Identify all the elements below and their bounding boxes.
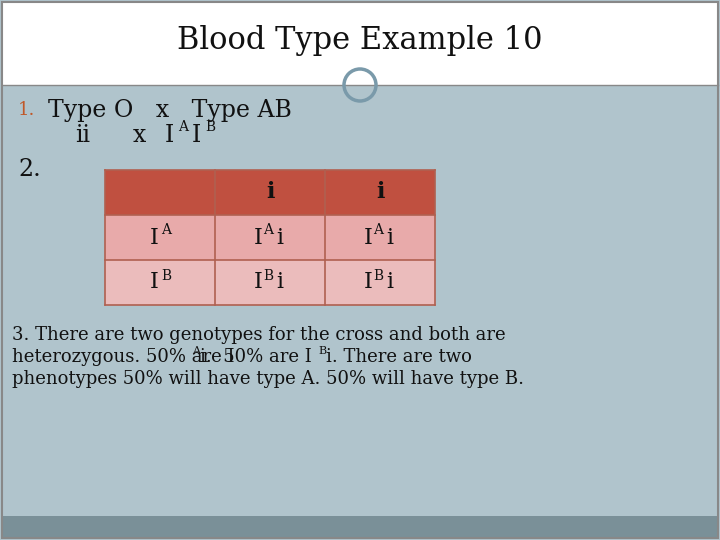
- Text: 1.: 1.: [18, 101, 35, 119]
- Text: A: A: [263, 224, 273, 238]
- Text: B: B: [373, 268, 383, 282]
- FancyBboxPatch shape: [105, 215, 435, 260]
- Text: i. There are two: i. There are two: [326, 348, 472, 366]
- Text: x: x: [133, 124, 146, 146]
- Text: I: I: [364, 272, 372, 294]
- Text: i: i: [266, 181, 274, 204]
- Text: I: I: [253, 226, 262, 248]
- Text: I: I: [253, 272, 262, 294]
- Text: 3. There are two genotypes for the cross and both are: 3. There are two genotypes for the cross…: [12, 326, 505, 344]
- Text: i.  50% are I: i. 50% are I: [200, 348, 312, 366]
- Text: I: I: [192, 124, 202, 146]
- FancyBboxPatch shape: [2, 516, 718, 538]
- Text: Blood Type Example 10: Blood Type Example 10: [177, 25, 543, 56]
- Text: A: A: [161, 224, 171, 238]
- Text: I: I: [150, 272, 158, 294]
- Text: i: i: [376, 181, 384, 204]
- Text: ii: ii: [75, 124, 90, 146]
- Text: B: B: [161, 268, 171, 282]
- Text: B: B: [263, 268, 273, 282]
- Text: I: I: [165, 124, 174, 146]
- Text: A: A: [178, 120, 188, 134]
- FancyBboxPatch shape: [105, 170, 435, 215]
- Text: i: i: [387, 226, 394, 248]
- Text: I: I: [364, 226, 372, 248]
- FancyBboxPatch shape: [2, 2, 718, 85]
- Text: B: B: [205, 120, 215, 134]
- FancyBboxPatch shape: [105, 260, 435, 305]
- Text: 2.: 2.: [18, 159, 41, 181]
- Text: B: B: [318, 346, 326, 356]
- Text: i: i: [387, 272, 394, 294]
- Text: i: i: [276, 272, 284, 294]
- Text: phenotypes 50% will have type A. 50% will have type B.: phenotypes 50% will have type A. 50% wil…: [12, 370, 524, 388]
- Text: A: A: [192, 346, 200, 356]
- Text: heterozygous. 50% are I: heterozygous. 50% are I: [12, 348, 235, 366]
- Text: I: I: [150, 226, 158, 248]
- Text: i: i: [276, 226, 284, 248]
- Text: Type O   x   Type AB: Type O x Type AB: [48, 98, 292, 122]
- Text: A: A: [373, 224, 383, 238]
